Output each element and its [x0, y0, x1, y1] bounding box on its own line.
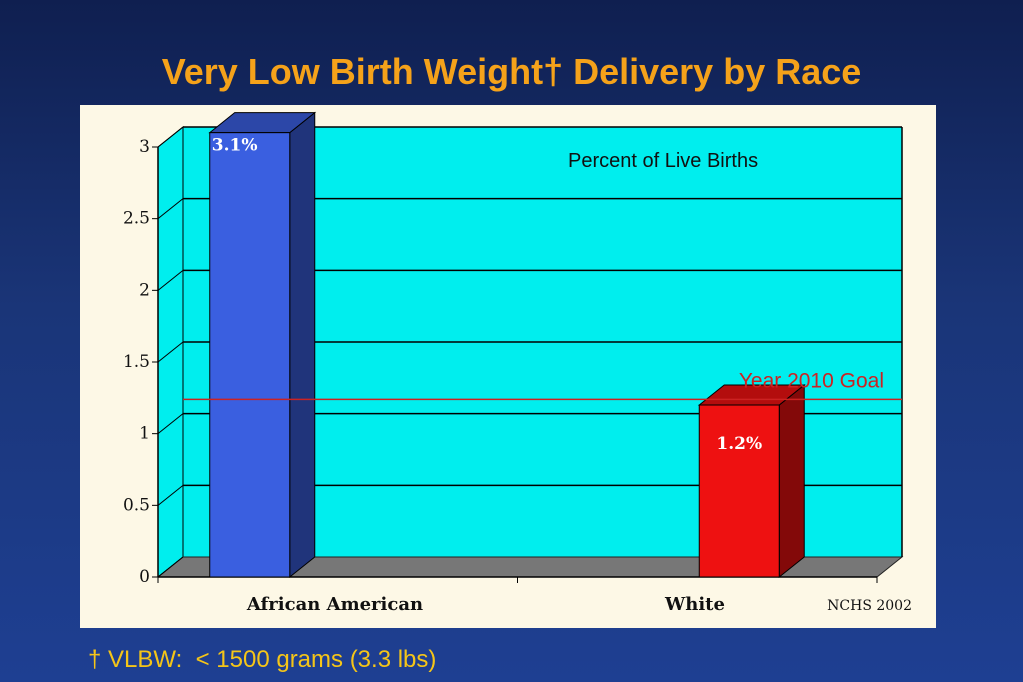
x-category-label: African American	[246, 594, 423, 615]
bar-african-american	[209, 132, 291, 578]
data-label: 1.2%	[716, 434, 762, 454]
y-tick-label: 2.5	[123, 209, 150, 229]
y-tick-label: 2	[139, 280, 150, 300]
y-tick-label: 3	[139, 137, 150, 157]
data-label: 3.1%	[212, 136, 258, 156]
chart-panel: 0 0.5 1 1.5 2 2.5 3 Year 2010 Goal 3.1% African…	[80, 105, 936, 628]
gridline-side	[157, 484, 184, 506]
y-tick-label: 1.5	[123, 352, 150, 372]
footnote: † VLBW: < 1500 grams (3.3 lbs)	[88, 646, 437, 673]
y-tick-label: 1	[139, 424, 150, 444]
labels: 3.1% African American 1.2% White Percent of …	[212, 136, 912, 615]
gridline-side	[157, 198, 184, 220]
gridline-side	[157, 269, 184, 291]
gridline-side	[157, 341, 184, 363]
bar-white	[698, 404, 780, 578]
bar-side	[778, 383, 805, 579]
gridline-side	[157, 126, 184, 148]
goal-line-group: Year 2010 Goal	[183, 369, 902, 401]
x-category-label: White	[664, 594, 725, 615]
gridline-side	[157, 413, 184, 435]
slide-title: Very Low Birth Weight† Delivery by Race	[161, 51, 862, 92]
y-tick-label: 0.5	[123, 495, 150, 515]
gridline-side	[157, 556, 184, 578]
y-tick-label: 0	[139, 567, 150, 587]
bar-side	[289, 111, 316, 579]
goal-line-label: Year 2010 Goal	[739, 369, 884, 392]
bar-chart: 0 0.5 1 1.5 2 2.5 3 Year 2010 Goal 3.1% African…	[123, 111, 912, 615]
source-label: NCHS 2002	[827, 598, 912, 614]
chart-annotation: Percent of Live Births	[568, 150, 758, 172]
bars	[208, 111, 806, 579]
